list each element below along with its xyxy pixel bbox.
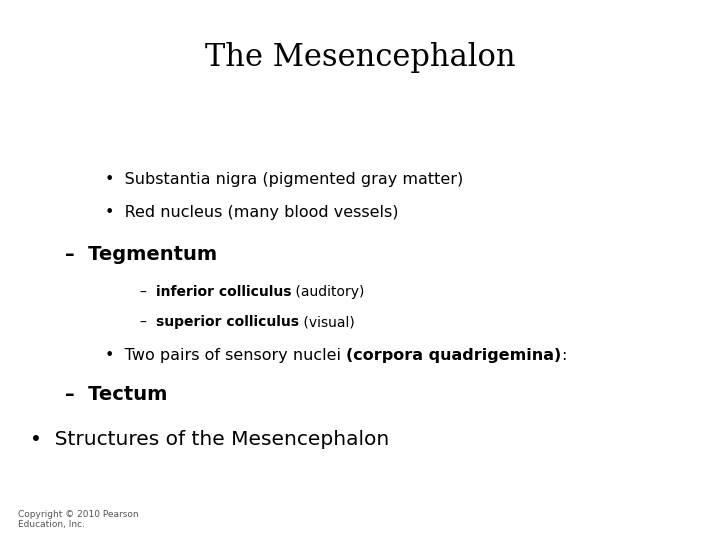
Text: Copyright © 2010 Pearson
Education, Inc.: Copyright © 2010 Pearson Education, Inc. bbox=[18, 510, 139, 529]
Text: inferior colliculus: inferior colliculus bbox=[156, 285, 291, 299]
Text: •  Red nucleus (many blood vessels): • Red nucleus (many blood vessels) bbox=[105, 205, 398, 220]
Text: –  Tegmentum: – Tegmentum bbox=[65, 245, 217, 264]
Text: •  Substantia nigra (pigmented gray matter): • Substantia nigra (pigmented gray matte… bbox=[105, 172, 463, 187]
Text: superior colliculus: superior colliculus bbox=[156, 315, 299, 329]
Text: •  Two pairs of sensory nuclei: • Two pairs of sensory nuclei bbox=[105, 348, 346, 363]
Text: –  Tectum: – Tectum bbox=[65, 385, 167, 404]
Text: (auditory): (auditory) bbox=[291, 285, 364, 299]
Text: (visual): (visual) bbox=[299, 315, 354, 329]
Text: •  Structures of the Mesencephalon: • Structures of the Mesencephalon bbox=[30, 430, 390, 449]
Text: (corpora quadrigemina): (corpora quadrigemina) bbox=[346, 348, 562, 363]
Text: :: : bbox=[562, 348, 567, 363]
Text: –: – bbox=[140, 315, 156, 329]
Text: The Mesencephalon: The Mesencephalon bbox=[204, 42, 516, 73]
Text: –: – bbox=[140, 285, 156, 299]
